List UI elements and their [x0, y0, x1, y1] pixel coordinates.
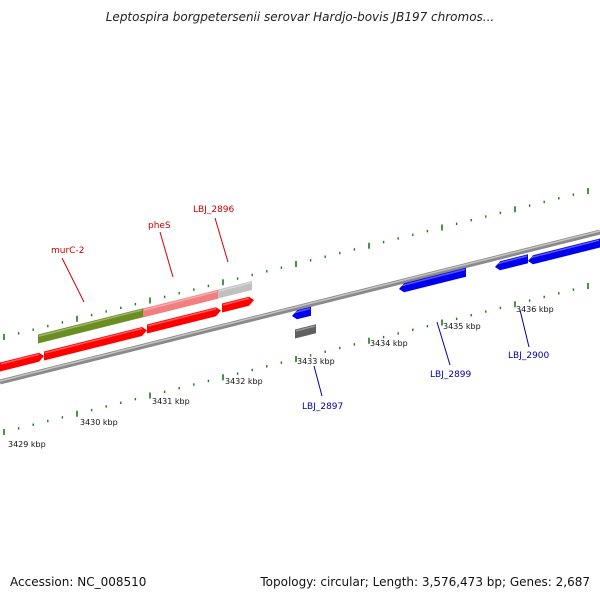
gene-forward-4[interactable] — [222, 296, 254, 313]
gene-murC-2[interactable] — [38, 308, 143, 344]
forward-genes — [0, 281, 254, 372]
gene-grey-small[interactable] — [295, 324, 316, 339]
leader-LBJ_2896 — [214, 217, 229, 263]
map-title: Leptospira borgpetersenii serovar Hardjo… — [105, 10, 495, 24]
leader-murC-2 — [61, 257, 85, 303]
gene-LBJ_2897-sheen — [292, 307, 311, 314]
scale-label-3432: 3432 kbp — [225, 377, 263, 386]
gene-label-pheS[interactable]: pheS — [148, 221, 171, 231]
gene-forward-2-sheen — [44, 327, 143, 354]
chromosome-backbone — [0, 229, 600, 385]
gene-forward-4-sheen — [222, 297, 250, 306]
leader-pheS — [159, 231, 174, 278]
gene-LBJ_2900-sheen — [495, 255, 528, 265]
scale-label-3429: 3429 kbp — [8, 440, 46, 449]
gene-LBJ_2899[interactable] — [399, 267, 466, 293]
leader-LBJ_2900 — [519, 309, 530, 348]
scale-label-3435: 3435 kbp — [443, 322, 481, 331]
label-leaders — [61, 217, 530, 397]
accession-text: Accession: NC_008510 — [10, 575, 147, 589]
scale-ticks-lower — [3, 283, 589, 435]
gene-pheS-sheen — [143, 290, 218, 311]
genome-summary: Topology: circular; Length: 3,576,473 bp… — [260, 575, 590, 589]
gene-label-murC-2[interactable]: murC-2 — [51, 246, 84, 256]
scale-ticks-upper — [3, 188, 589, 340]
gene-LBJ_2899-sheen — [399, 268, 466, 287]
gene-reverse-next[interactable] — [528, 238, 600, 265]
gene-reverse-next-sheen — [528, 239, 600, 259]
leader-LBJ_2897 — [313, 365, 323, 397]
gene-grey-small-sheen — [295, 325, 316, 332]
scale-label-3436: 3436 kbp — [516, 305, 554, 314]
gene-forward-3[interactable] — [147, 307, 221, 334]
gene-LBJ_2896[interactable] — [218, 281, 252, 299]
gene-LBJ_2900[interactable] — [495, 254, 528, 271]
gene-forward-1[interactable] — [0, 352, 44, 372]
scale-label-3433: 3433 kbp — [297, 357, 335, 366]
gene-label-LBJ_2900[interactable]: LBJ_2900 — [508, 351, 550, 361]
gene-label-LBJ_2897[interactable]: LBJ_2897 — [302, 402, 343, 412]
gene-murC-2-sheen — [38, 309, 143, 337]
gene-forward-1-sheen — [0, 353, 40, 365]
gene-label-LBJ_2899[interactable]: LBJ_2899 — [430, 370, 472, 380]
reverse-genes — [292, 238, 600, 339]
scale-label-3434: 3434 kbp — [370, 339, 408, 348]
scale-label-3430: 3430 kbp — [80, 418, 118, 427]
leader-LBJ_2899 — [436, 321, 451, 366]
gene-pheS[interactable] — [143, 289, 218, 318]
gene-LBJ_2897[interactable] — [292, 306, 311, 320]
gene-label-LBJ_2896[interactable]: LBJ_2896 — [193, 205, 235, 215]
gene-LBJ_2896-sheen — [218, 282, 252, 292]
gene-forward-2[interactable] — [44, 327, 147, 361]
chromosome-backbone-highlight — [0, 230, 600, 382]
gene-forward-3-sheen — [147, 308, 217, 327]
scale-label-3431: 3431 kbp — [152, 397, 190, 406]
